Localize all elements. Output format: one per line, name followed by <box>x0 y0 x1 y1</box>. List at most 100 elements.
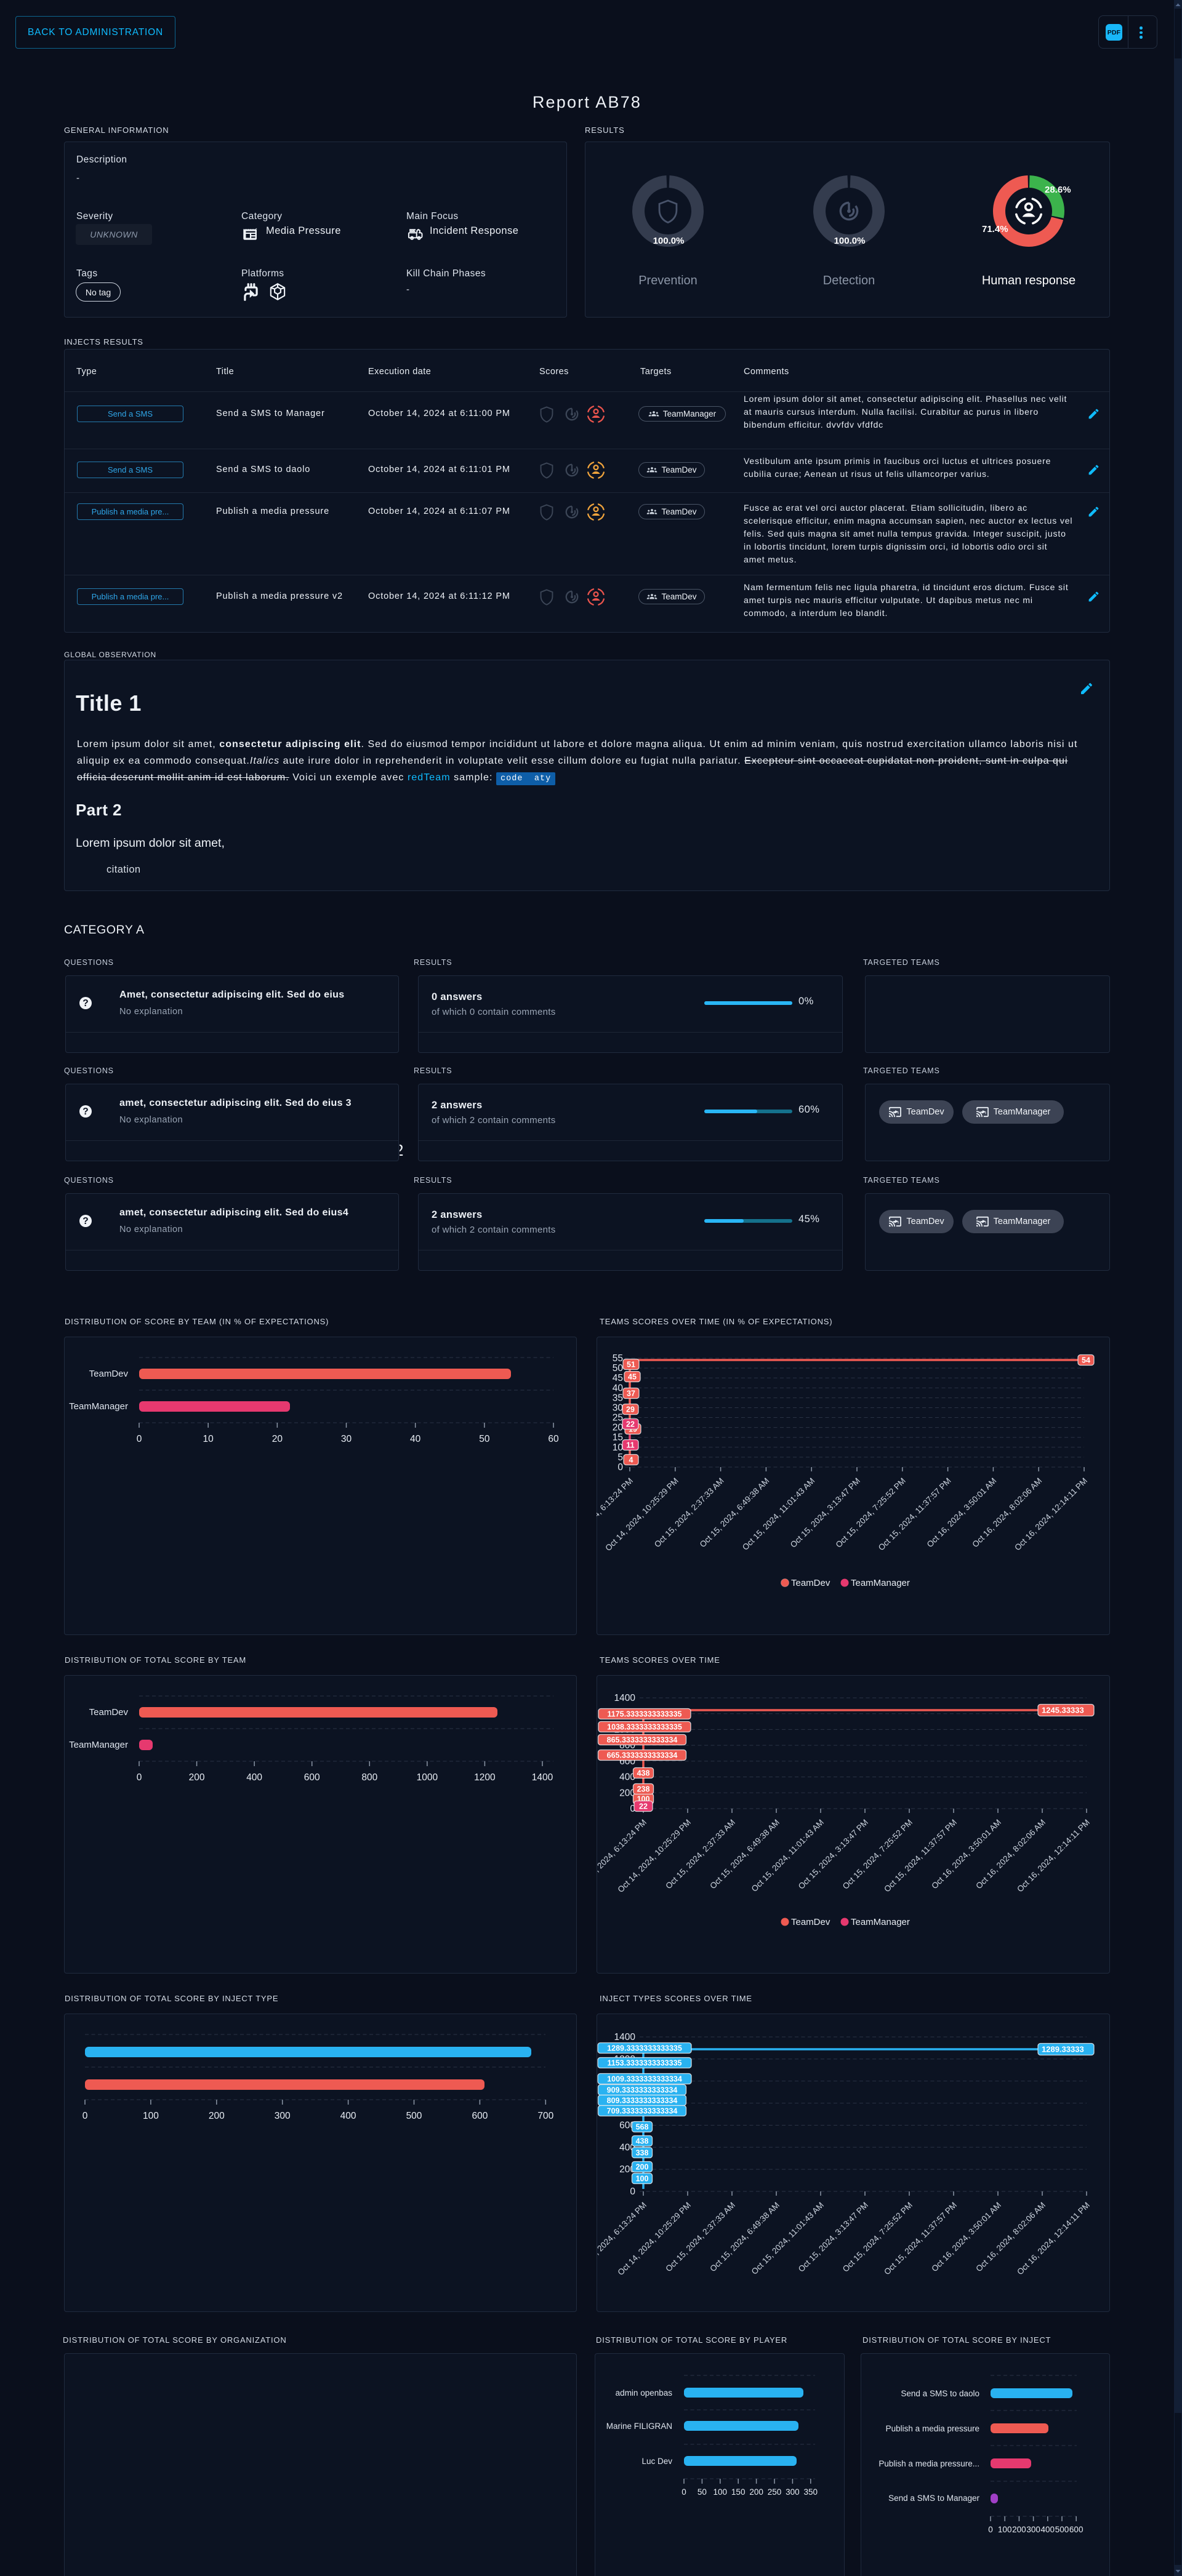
svg-text:200: 200 <box>209 2111 225 2121</box>
svg-text:?: ? <box>82 1216 88 1226</box>
svg-text:100: 100 <box>143 2111 159 2121</box>
svg-text:1400: 1400 <box>614 2032 636 2042</box>
svg-text:338: 338 <box>636 2149 649 2158</box>
svg-text:45: 45 <box>628 1373 637 1382</box>
svg-text:1289.3333333333335: 1289.3333333333335 <box>607 2044 682 2053</box>
svg-text:600: 600 <box>619 2120 635 2130</box>
svg-text:Oct 16, 2024, 12:14:11 PM: Oct 16, 2024, 12:14:11 PM <box>1013 1476 1089 1553</box>
svg-text:4: 4 <box>629 1456 633 1465</box>
svg-text:0: 0 <box>137 1772 142 1783</box>
svg-text:Oct 15, 2024, 11:37:57 PM: Oct 15, 2024, 11:37:57 PM <box>882 2201 959 2277</box>
svg-text:Human response: Human response <box>982 274 1075 287</box>
svg-text:Oct 15, 2024, 11:37:57 PM: Oct 15, 2024, 11:37:57 PM <box>882 1818 959 1894</box>
svg-text:54: 54 <box>1082 1356 1090 1365</box>
svg-text:665.3333333333334: 665.3333333333334 <box>607 1751 678 1760</box>
svg-text:100.0%: 100.0% <box>834 236 866 246</box>
svg-text:40: 40 <box>613 1383 624 1393</box>
svg-text:?: ? <box>82 1106 88 1117</box>
svg-text:1400: 1400 <box>614 1693 636 1703</box>
svg-text:0: 0 <box>630 1804 635 1814</box>
svg-text:Oct 15, 2024, 11:37:57 PM: Oct 15, 2024, 11:37:57 PM <box>877 1476 953 1553</box>
svg-text:Oct 14, 2024, 6:13:24 PM: Oct 14, 2024, 6:13:24 PM <box>597 1818 648 1891</box>
svg-text:TeamDev: TeamDev <box>89 1707 129 1718</box>
svg-text:200: 200 <box>1012 2525 1026 2534</box>
svg-text:Luc Dev: Luc Dev <box>641 2457 672 2466</box>
svg-text:400: 400 <box>246 1772 262 1783</box>
svg-text:37: 37 <box>627 1390 635 1398</box>
svg-text:10: 10 <box>203 1434 214 1444</box>
svg-text:1289.33333: 1289.33333 <box>1042 2045 1084 2054</box>
svg-text:100: 100 <box>636 2175 649 2183</box>
svg-text:250: 250 <box>768 2487 782 2497</box>
svg-text:1009.3333333333334: 1009.3333333333334 <box>607 2075 682 2084</box>
svg-text:1175.3333333333335: 1175.3333333333335 <box>608 1710 682 1719</box>
svg-text:20: 20 <box>613 1423 624 1433</box>
svg-text:600: 600 <box>1069 2525 1084 2534</box>
svg-text:809.3333333333334: 809.3333333333334 <box>607 2097 678 2105</box>
svg-text:10: 10 <box>613 1442 624 1453</box>
svg-text:Prevention: Prevention <box>638 274 698 287</box>
svg-text:300: 300 <box>1026 2525 1040 2534</box>
svg-text:TeamDev: TeamDev <box>89 1369 129 1379</box>
svg-text:0: 0 <box>137 1434 142 1444</box>
svg-text:?: ? <box>82 998 88 1009</box>
svg-text:Oct 16, 2024, 12:14:11 PM: Oct 16, 2024, 12:14:11 PM <box>1015 1818 1092 1894</box>
svg-text:Oct 14, 2024, 6:13:24 PM: Oct 14, 2024, 6:13:24 PM <box>597 2201 648 2274</box>
svg-text:11: 11 <box>626 1441 634 1450</box>
svg-text:71.4%: 71.4% <box>982 224 1008 234</box>
svg-text:50: 50 <box>698 2487 707 2497</box>
svg-text:400: 400 <box>340 2111 356 2121</box>
svg-text:1000: 1000 <box>417 1772 438 1783</box>
svg-text:438: 438 <box>636 2137 649 2146</box>
svg-text:TeamManager: TeamManager <box>69 1740 128 1750</box>
svg-text:800: 800 <box>361 1772 377 1783</box>
svg-text:100: 100 <box>714 2487 728 2497</box>
svg-text:50: 50 <box>479 1434 490 1444</box>
svg-text:400: 400 <box>619 2142 635 2153</box>
svg-text:200: 200 <box>619 1788 635 1798</box>
svg-text:Detection: Detection <box>823 274 875 287</box>
svg-text:0: 0 <box>681 2487 686 2497</box>
svg-text:51: 51 <box>627 1361 635 1369</box>
svg-text:1245.33333: 1245.33333 <box>1042 1706 1084 1715</box>
svg-text:400: 400 <box>619 1772 635 1783</box>
svg-text:60: 60 <box>548 1434 559 1444</box>
svg-text:Send a SMS to Manager: Send a SMS to Manager <box>888 2494 979 2503</box>
svg-text:200: 200 <box>619 2164 635 2175</box>
svg-text:50: 50 <box>613 1363 624 1374</box>
svg-text:1153.3333333333335: 1153.3333333333335 <box>608 2059 682 2068</box>
svg-text:Publish a media pressure: Publish a media pressure <box>886 2424 979 2433</box>
svg-text:0: 0 <box>988 2525 993 2534</box>
svg-text:TeamDev: TeamDev <box>791 1917 830 1927</box>
svg-text:350: 350 <box>804 2487 818 2497</box>
svg-text:25: 25 <box>613 1413 623 1423</box>
svg-text:300: 300 <box>786 2487 800 2497</box>
svg-text:1200: 1200 <box>474 1772 496 1783</box>
svg-text:Publish a media pressure...: Publish a media pressure... <box>878 2459 979 2468</box>
svg-text:15: 15 <box>613 1433 623 1443</box>
svg-text:TeamManager: TeamManager <box>851 1917 910 1927</box>
svg-text:200: 200 <box>189 1772 205 1783</box>
svg-text:28.6%: 28.6% <box>1045 185 1071 195</box>
svg-text:150: 150 <box>731 2487 746 2497</box>
svg-text:568: 568 <box>636 2123 649 2132</box>
svg-text:22: 22 <box>626 1420 635 1429</box>
svg-text:Oct 15, 2024, 11:01:43 AM: Oct 15, 2024, 11:01:43 AM <box>741 1476 816 1552</box>
svg-text:Send a SMS to daolo: Send a SMS to daolo <box>901 2389 979 2398</box>
svg-text:0: 0 <box>630 2186 635 2197</box>
svg-text:5: 5 <box>617 1452 623 1463</box>
svg-text:1400: 1400 <box>532 1772 553 1783</box>
svg-text:40: 40 <box>410 1434 421 1444</box>
svg-text:909.3333333333334: 909.3333333333334 <box>607 2086 678 2095</box>
svg-text:Oct 14, 2024, 10:25:29 PM: Oct 14, 2024, 10:25:29 PM <box>616 2201 693 2278</box>
svg-text:Oct 15, 2024, 11:01:43 AM: Oct 15, 2024, 11:01:43 AM <box>750 1818 826 1894</box>
svg-text:438: 438 <box>637 1769 650 1778</box>
svg-text:0: 0 <box>617 1462 623 1473</box>
svg-text:700: 700 <box>537 2111 553 2121</box>
svg-text:30: 30 <box>341 1434 352 1444</box>
svg-text:20: 20 <box>272 1434 283 1444</box>
svg-text:0: 0 <box>82 2111 88 2121</box>
svg-text:45: 45 <box>613 1373 623 1383</box>
svg-text:865.3333333333334: 865.3333333333334 <box>607 1736 678 1745</box>
svg-text:500: 500 <box>1055 2525 1069 2534</box>
